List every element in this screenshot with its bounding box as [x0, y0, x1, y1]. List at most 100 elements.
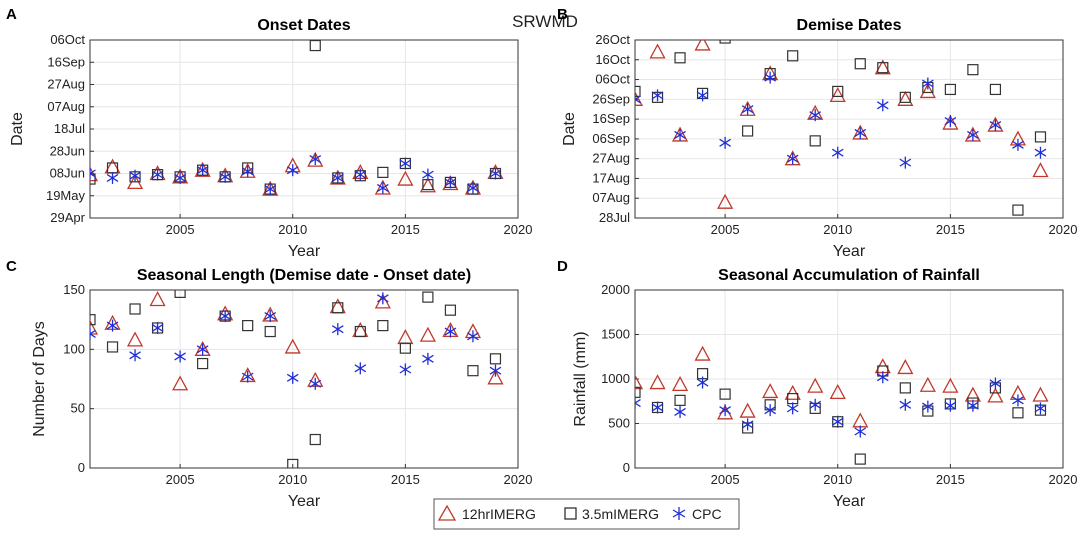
point-3-5mimerg: [674, 52, 686, 64]
point-12hrimerg: [919, 376, 936, 392]
point-cpc: [309, 377, 322, 390]
y-tick-label: 08Jun: [50, 166, 85, 181]
y-tick-label: 06Sep: [592, 131, 630, 146]
point-3-5mimerg: [1034, 131, 1047, 143]
y-tick-label: 26Sep: [592, 91, 630, 106]
point-cpc: [399, 157, 412, 170]
point-3-5mimerg: [719, 388, 731, 400]
point-cpc: [635, 93, 641, 106]
point-12hrimerg: [172, 375, 189, 391]
point-12hrimerg: [671, 375, 689, 391]
point-12hrimerg: [694, 40, 711, 51]
legend-square-marker: [564, 507, 577, 520]
point-cpc: [1034, 146, 1047, 159]
point-12hrimerg: [90, 319, 99, 335]
y-tick-label: 06Oct: [595, 72, 630, 87]
x-tick-label: 2005: [166, 222, 195, 237]
panel-a: 2005 2010 2015 2020 29Apr 19May 08Jun 28Jun 18Ju…: [6, 6, 532, 260]
y-tick-label: 19May: [46, 188, 86, 203]
markers: [90, 290, 504, 468]
point-cpc: [1034, 402, 1047, 415]
panel-title: Onset Dates: [257, 17, 350, 34]
point-cpc: [422, 352, 434, 365]
point-cpc: [90, 167, 96, 180]
point-12hrimerg: [987, 387, 1004, 403]
point-cpc: [196, 164, 209, 177]
x-tick-label: 2010: [278, 472, 307, 487]
plot-frame: [634, 39, 1064, 219]
point-12hrimerg: [649, 43, 666, 59]
point-cpc: [399, 363, 412, 376]
point-3-5mimerg: [444, 304, 457, 316]
point-cpc: [809, 398, 822, 411]
x-tick-label: 2010: [278, 222, 307, 237]
point-12hrimerg: [852, 412, 869, 428]
point-cpc: [106, 171, 119, 184]
x-tick-label: 2005: [711, 472, 740, 487]
point-cpc: [241, 165, 254, 178]
point-3-5mimerg: [309, 40, 321, 52]
panel-title: Demise Dates: [797, 17, 902, 34]
point-cpc: [174, 350, 186, 363]
figure-title: SRWMD: [512, 12, 578, 31]
point-cpc: [764, 404, 777, 417]
y-tick-label: 28Jul: [599, 210, 630, 225]
point-cpc: [764, 71, 777, 84]
point-3-5mimerg: [354, 325, 366, 338]
x-tick-label: 2020: [1049, 472, 1078, 487]
x-tick-label: 2010: [823, 222, 852, 237]
point-cpc: [196, 343, 209, 356]
point-3-5mimerg: [899, 91, 911, 103]
legend: 12hrIMERG 3.5mIMERG CPC: [433, 498, 740, 530]
y-tick-label: 50: [71, 401, 85, 416]
point-3-5mimerg: [129, 303, 141, 315]
point-12hrimerg: [307, 151, 324, 167]
point-12hrimerg: [897, 359, 914, 375]
point-12hrimerg: [442, 175, 459, 191]
y-tick-label: 18Jul: [54, 121, 85, 136]
point-cpc: [741, 103, 754, 116]
point-cpc: [786, 152, 799, 165]
point-cpc: [876, 99, 889, 112]
point-cpc: [90, 327, 96, 340]
y-axis-label: Date: [561, 112, 578, 146]
panel-c: 2005 2010 2015 2020 0 50 100 150 Seasonal Length…: [6, 258, 532, 510]
y-tick-label: 500: [608, 416, 630, 431]
point-cpc: [151, 321, 164, 334]
point-3-5mimerg: [377, 320, 389, 332]
point-3-5mimerg: [106, 162, 119, 174]
point-12hrimerg: [897, 90, 914, 106]
point-12hrimerg: [635, 374, 644, 390]
point-cpc: [831, 415, 844, 428]
panel-label: B: [557, 6, 568, 23]
point-3-5mimerg: [967, 64, 979, 76]
point-3-5mimerg: [242, 320, 254, 332]
legend-label-cpc: CPC: [692, 506, 722, 522]
y-axis-label: Number of Days: [31, 321, 48, 437]
point-cpc: [331, 323, 344, 336]
point-3-5mimerg: [787, 50, 799, 62]
point-cpc: [854, 126, 867, 139]
point-3-5mimerg: [719, 40, 731, 44]
point-cpc: [354, 168, 367, 181]
point-cpc: [899, 156, 912, 169]
point-cpc: [174, 171, 186, 184]
panel-title: Seasonal Accumulation of Rainfall: [718, 267, 980, 284]
point-12hrimerg: [829, 383, 846, 400]
point-cpc: [944, 115, 957, 128]
point-12hrimerg: [807, 377, 824, 393]
point-cpc: [719, 404, 731, 417]
x-tick-label: 2005: [711, 222, 740, 237]
y-axis-label: Date: [9, 112, 26, 146]
point-12hrimerg: [126, 331, 144, 347]
x-axis-label: Year: [288, 243, 321, 260]
point-cpc: [467, 330, 479, 343]
y-tick-label: 100: [63, 341, 85, 356]
point-3-5mimerg: [264, 325, 276, 338]
point-3-5mimerg: [489, 353, 502, 365]
point-3-5mimerg: [742, 125, 754, 137]
point-cpc: [989, 119, 1002, 132]
x-tick-label: 2015: [391, 472, 420, 487]
point-cpc: [106, 319, 119, 332]
y-tick-label: 16Oct: [595, 52, 630, 67]
